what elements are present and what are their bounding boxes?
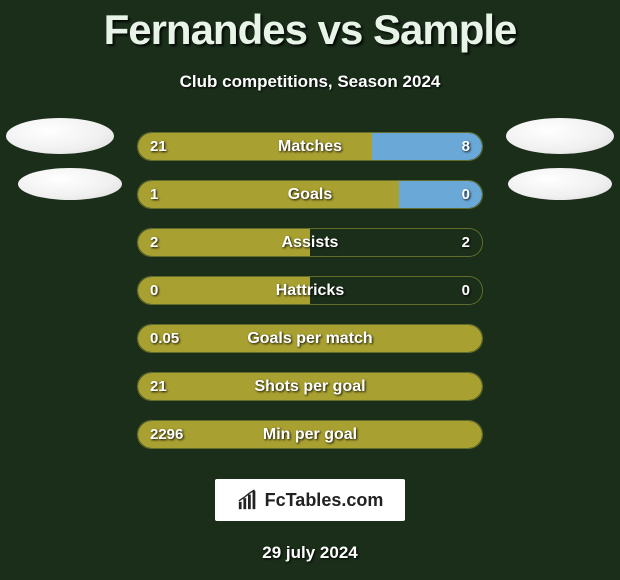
player-left-oval-2 xyxy=(18,168,122,200)
stat-label: Goals per match xyxy=(138,325,482,352)
chart-icon xyxy=(237,489,259,511)
stat-bar-row: 0.05Goals per match xyxy=(137,324,483,353)
stat-label: Assists xyxy=(138,229,482,256)
page-subtitle: Club competitions, Season 2024 xyxy=(180,72,441,92)
stat-bar-row: 2296Min per goal xyxy=(137,420,483,449)
player-left-oval-1 xyxy=(6,118,114,154)
stat-label: Goals xyxy=(138,181,482,208)
stat-label: Shots per goal xyxy=(138,373,482,400)
stat-bar-row: 218Matches xyxy=(137,132,483,161)
player-right-oval-2 xyxy=(508,168,612,200)
stat-bar-row: 00Hattricks xyxy=(137,276,483,305)
stat-bar-row: 21Shots per goal xyxy=(137,372,483,401)
page-title: Fernandes vs Sample xyxy=(104,6,517,54)
stat-label: Matches xyxy=(138,133,482,160)
logo-badge: FcTables.com xyxy=(215,479,406,521)
player-right-oval-1 xyxy=(506,118,614,154)
stat-bar-row: 22Assists xyxy=(137,228,483,257)
stat-bar-row: 10Goals xyxy=(137,180,483,209)
stat-label: Hattricks xyxy=(138,277,482,304)
comparison-container: Fernandes vs Sample Club competitions, S… xyxy=(0,0,620,580)
stat-label: Min per goal xyxy=(138,421,482,448)
date-text: 29 july 2024 xyxy=(262,543,357,563)
logo-text: FcTables.com xyxy=(265,490,384,511)
